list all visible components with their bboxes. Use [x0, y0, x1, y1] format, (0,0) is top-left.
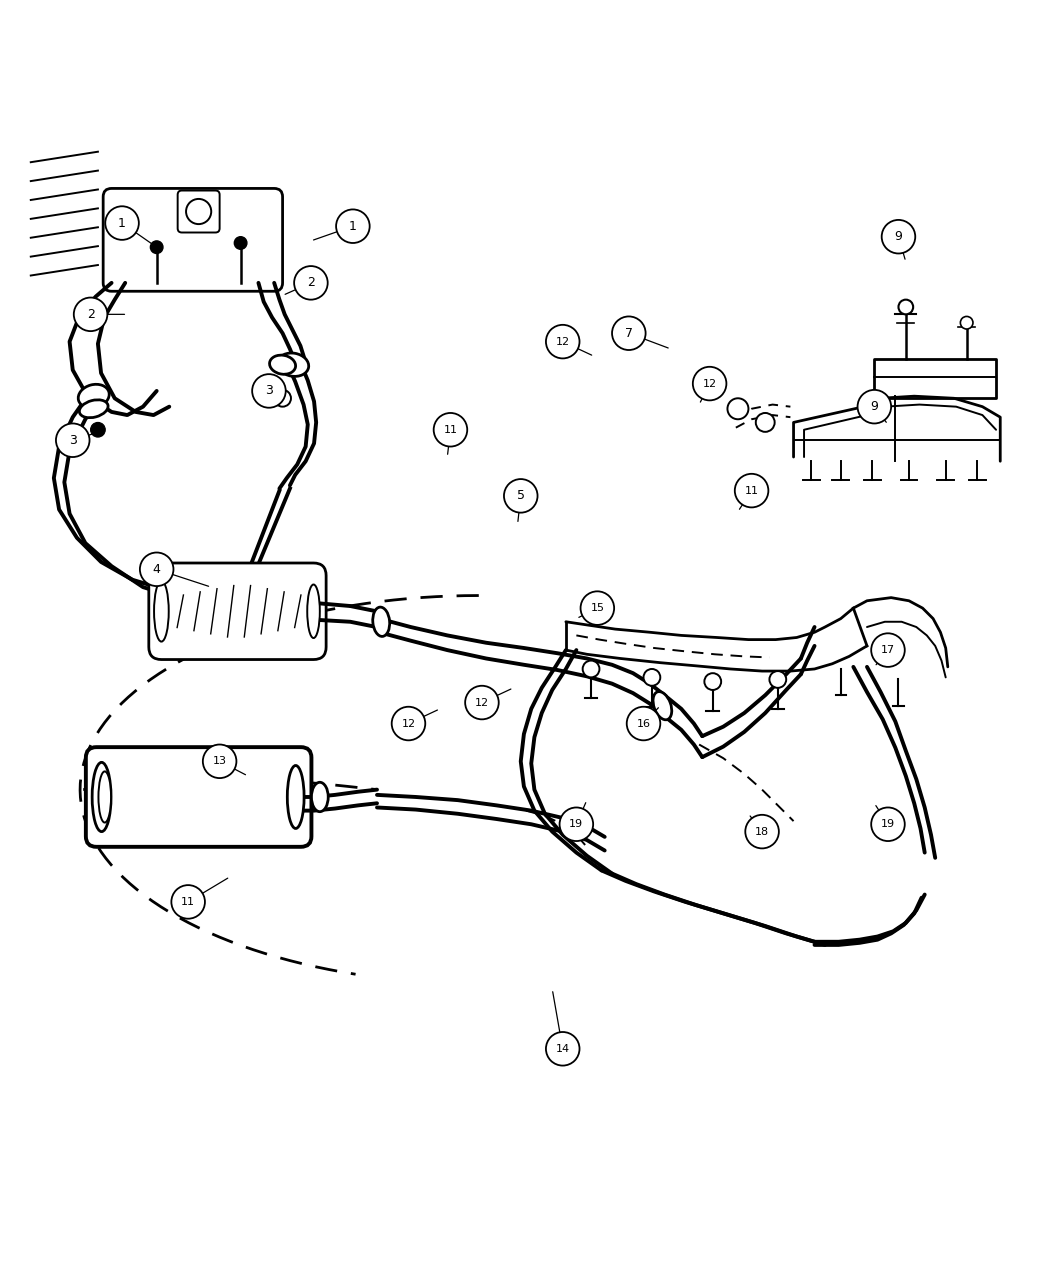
FancyBboxPatch shape [178, 190, 220, 232]
Text: 14: 14 [555, 1044, 570, 1054]
Ellipse shape [287, 765, 304, 829]
Circle shape [734, 474, 768, 507]
Circle shape [560, 807, 593, 842]
Ellipse shape [278, 353, 308, 376]
Text: 12: 12 [703, 379, 716, 389]
FancyBboxPatch shape [103, 189, 283, 291]
Circle shape [871, 634, 905, 667]
Circle shape [336, 209, 369, 244]
Text: 17: 17 [881, 645, 895, 655]
Text: 4: 4 [153, 562, 161, 576]
Circle shape [150, 241, 163, 254]
Circle shape [275, 390, 291, 407]
Circle shape [295, 266, 327, 300]
Circle shape [871, 807, 905, 842]
Text: 19: 19 [881, 820, 895, 829]
Text: 11: 11 [444, 425, 458, 435]
Circle shape [504, 479, 538, 513]
Ellipse shape [372, 607, 389, 636]
Text: 13: 13 [213, 756, 226, 766]
Circle shape [882, 219, 915, 254]
FancyBboxPatch shape [148, 564, 326, 659]
Text: 12: 12 [402, 719, 416, 728]
Circle shape [203, 745, 237, 778]
Circle shape [105, 207, 139, 240]
Circle shape [140, 552, 174, 587]
Circle shape [627, 706, 661, 741]
Ellipse shape [93, 762, 112, 831]
Text: 5: 5 [517, 490, 525, 502]
Text: 7: 7 [625, 326, 633, 339]
Circle shape [693, 367, 726, 400]
Circle shape [171, 885, 205, 919]
Text: 3: 3 [68, 434, 77, 446]
Circle shape [644, 669, 661, 686]
Ellipse shape [653, 691, 672, 720]
Text: 11: 11 [181, 896, 196, 907]
Circle shape [705, 673, 722, 690]
Circle shape [433, 413, 467, 446]
Circle shape [857, 390, 891, 423]
Circle shape [727, 398, 748, 419]
Circle shape [960, 316, 973, 329]
Circle shape [465, 686, 499, 719]
Circle shape [74, 297, 107, 332]
Circle shape [745, 815, 778, 848]
Circle shape [612, 316, 646, 351]
Text: 16: 16 [636, 719, 650, 728]
Ellipse shape [79, 400, 108, 418]
Circle shape [546, 325, 580, 358]
Text: 3: 3 [265, 385, 272, 398]
Circle shape [252, 374, 286, 408]
Circle shape [546, 1031, 580, 1066]
Text: 15: 15 [590, 603, 604, 613]
Text: 1: 1 [118, 217, 126, 230]
Circle shape [235, 237, 247, 250]
Circle shape [898, 300, 913, 315]
Circle shape [583, 660, 600, 677]
Circle shape [56, 423, 89, 456]
Text: 2: 2 [307, 277, 315, 289]
Ellipse shape [311, 783, 328, 812]
Circle shape [769, 671, 786, 688]
Text: 12: 12 [555, 337, 570, 347]
Circle shape [755, 413, 774, 432]
Ellipse shape [269, 356, 296, 375]
Text: 11: 11 [745, 486, 758, 496]
Ellipse shape [307, 584, 320, 638]
Ellipse shape [99, 771, 112, 822]
Text: 19: 19 [569, 820, 584, 829]
Text: 9: 9 [894, 231, 903, 244]
FancyBboxPatch shape [86, 747, 311, 847]
Circle shape [186, 199, 211, 224]
Text: 18: 18 [755, 826, 769, 836]
Ellipse shape [154, 581, 168, 641]
Circle shape [391, 706, 425, 741]
Text: 2: 2 [86, 307, 95, 321]
Text: 1: 1 [349, 219, 357, 233]
Circle shape [581, 592, 614, 625]
Text: 9: 9 [870, 400, 878, 413]
Ellipse shape [78, 384, 109, 408]
Text: 12: 12 [474, 697, 489, 708]
Circle shape [90, 422, 105, 437]
